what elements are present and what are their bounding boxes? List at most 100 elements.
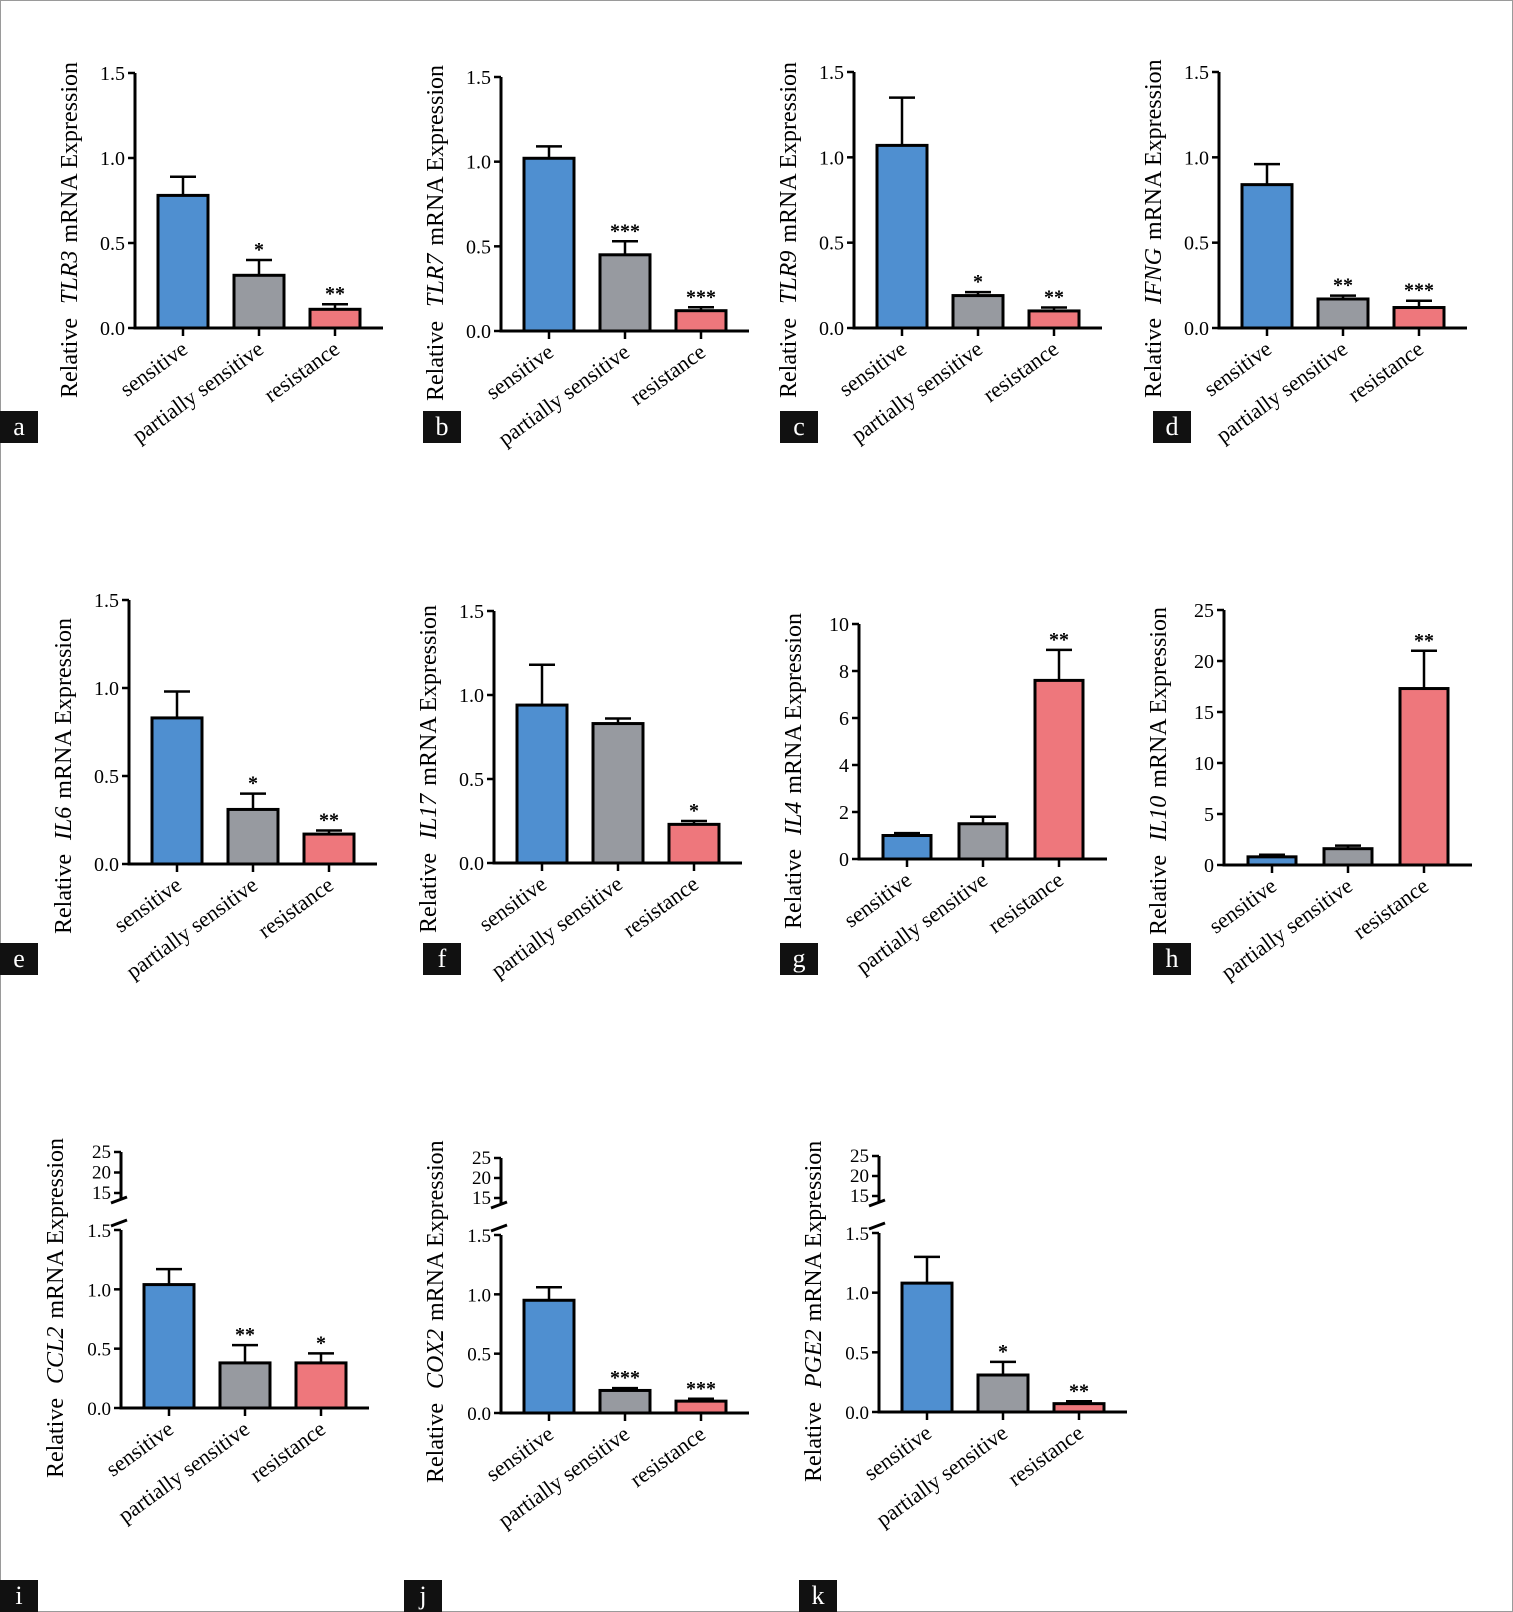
y-axis-title-prefix: Relative — [801, 1402, 827, 1482]
y-tick-label: 25 — [1194, 600, 1214, 622]
y-axis-title-gene: TLR7 — [423, 253, 449, 307]
panel-label-box — [0, 411, 38, 443]
y-tick-label: 0.5 — [467, 1345, 491, 1366]
panel-label: f — [438, 944, 447, 973]
y-axis-title-suffix: mRNA Expression — [57, 62, 83, 243]
significance-label: * — [248, 773, 258, 795]
bar-f-1 — [515, 703, 569, 865]
significance-label: ** — [1044, 287, 1064, 309]
y-tick-label: 15 — [1194, 702, 1214, 724]
y-tick-label: 1.0 — [467, 1285, 491, 1306]
bar-i-3 — [294, 1361, 348, 1410]
bar-e-2 — [226, 807, 280, 866]
y-axis-title: Relative IL6 mRNA Expression — [51, 618, 77, 934]
significance-label: ** — [1069, 1380, 1089, 1402]
y-tick-label: 0.5 — [1184, 233, 1209, 255]
axis-break-mark — [110, 1195, 128, 1205]
y-axis-title: Relative PGE2 mRNA Expression — [801, 1141, 827, 1482]
y-axis-title-suffix: mRNA Expression — [781, 613, 807, 794]
y-tick-label: 0.5 — [466, 236, 491, 258]
significance-label: * — [973, 271, 983, 293]
y-tick-label: 4 — [839, 755, 849, 777]
y-axis-title-suffix: mRNA Expression — [423, 1140, 449, 1321]
panel-label-box — [780, 943, 818, 975]
y-axis-title-gene: TLR9 — [776, 251, 802, 304]
y-axis-title-gene: IL17 — [416, 793, 442, 840]
y-tick-label: 0.0 — [845, 1403, 869, 1424]
significance-label: *** — [610, 220, 640, 242]
bar-e-1 — [150, 716, 204, 866]
significance-label: *** — [686, 1378, 716, 1400]
y-axis-title-suffix: mRNA Expression — [43, 1138, 69, 1319]
y-tick-label: 6 — [839, 708, 849, 730]
y-tick-label-upper: 15 — [92, 1183, 111, 1204]
y-tick-label: 1.0 — [819, 147, 844, 169]
panel-label-box — [423, 411, 461, 443]
significance-label: *** — [610, 1367, 640, 1389]
significance-label: ** — [235, 1324, 255, 1346]
y-tick-label: 1.5 — [819, 62, 844, 84]
y-tick-label: 10 — [829, 614, 849, 636]
bar-j-1 — [522, 1298, 576, 1415]
axis-break-mark — [490, 1200, 508, 1210]
y-axis-title-suffix: mRNA Expression — [776, 62, 802, 243]
bar-b-3 — [674, 309, 728, 333]
y-axis-title: Relative COX2 mRNA Expression — [423, 1140, 449, 1483]
panel-label: k — [812, 1581, 825, 1610]
bar-i-1 — [142, 1283, 196, 1410]
significance-label: * — [998, 1341, 1008, 1363]
y-tick-label: 0.0 — [819, 318, 844, 340]
y-tick-label: 1.0 — [1184, 147, 1209, 169]
y-axis-title: Relative CCL2 mRNA Expression — [43, 1138, 69, 1478]
y-axis-title: Relative IL17 mRNA Expression — [416, 605, 442, 933]
panel-label: i — [15, 1581, 22, 1610]
y-tick-label: 0.0 — [100, 318, 125, 340]
significance-label: ** — [319, 810, 339, 832]
y-tick-label: 1.0 — [459, 685, 484, 707]
y-tick-label-upper: 25 — [92, 1142, 111, 1163]
y-tick-label: 0.5 — [845, 1343, 869, 1364]
panel-label-box — [0, 943, 38, 975]
y-tick-label: 1.5 — [87, 1221, 111, 1242]
y-axis-title-suffix: mRNA Expression — [416, 605, 442, 786]
bar-b-1 — [522, 156, 576, 333]
panel-label-box — [423, 943, 461, 975]
bar-e-3 — [302, 832, 356, 866]
y-axis-title-prefix: Relative — [43, 1398, 69, 1478]
y-axis-title-suffix: mRNA Expression — [1141, 59, 1167, 240]
y-tick-label: 0.0 — [459, 853, 484, 875]
y-axis-title-suffix: mRNA Expression — [801, 1141, 827, 1322]
axis-break-mark — [490, 1223, 508, 1233]
y-axis-title-suffix: mRNA Expression — [51, 618, 77, 799]
significance-label: * — [254, 239, 264, 261]
y-axis-title-prefix: Relative — [776, 318, 802, 398]
panel-label: d — [1166, 412, 1179, 441]
y-tick-label: 0.0 — [467, 1404, 491, 1425]
panel-label: b — [436, 412, 449, 441]
y-tick-label: 1.0 — [100, 148, 125, 170]
panel-label-box — [799, 1580, 837, 1612]
y-axis-title-gene: IL6 — [51, 807, 77, 841]
significance-label: * — [316, 1332, 326, 1354]
bar-d-3 — [1392, 306, 1446, 330]
panel-label: e — [13, 944, 25, 973]
y-axis-title-prefix: Relative — [423, 321, 449, 401]
significance-label: ** — [1049, 629, 1069, 651]
y-axis-title-gene: PGE2 — [801, 1329, 827, 1389]
panel-label-box — [0, 1580, 38, 1612]
y-tick-label: 1.5 — [845, 1224, 869, 1245]
y-tick-label: 1.5 — [467, 1226, 491, 1247]
y-tick-label: 1.5 — [94, 590, 119, 612]
y-tick-label: 0.0 — [87, 1399, 111, 1420]
y-tick-label: 20 — [1194, 651, 1214, 673]
y-axis-title-gene: CCL2 — [43, 1327, 69, 1384]
bar-g-2 — [957, 822, 1009, 861]
y-tick-label: 1.0 — [466, 152, 491, 174]
panel-label-box — [404, 1580, 442, 1612]
bar-d-1 — [1240, 183, 1294, 330]
bar-i-2 — [218, 1361, 272, 1410]
bar-c-3 — [1027, 309, 1081, 330]
y-tick-label: 1.5 — [459, 601, 484, 623]
y-tick-label: 1.5 — [466, 67, 491, 89]
y-tick-label: 1.0 — [94, 678, 119, 700]
